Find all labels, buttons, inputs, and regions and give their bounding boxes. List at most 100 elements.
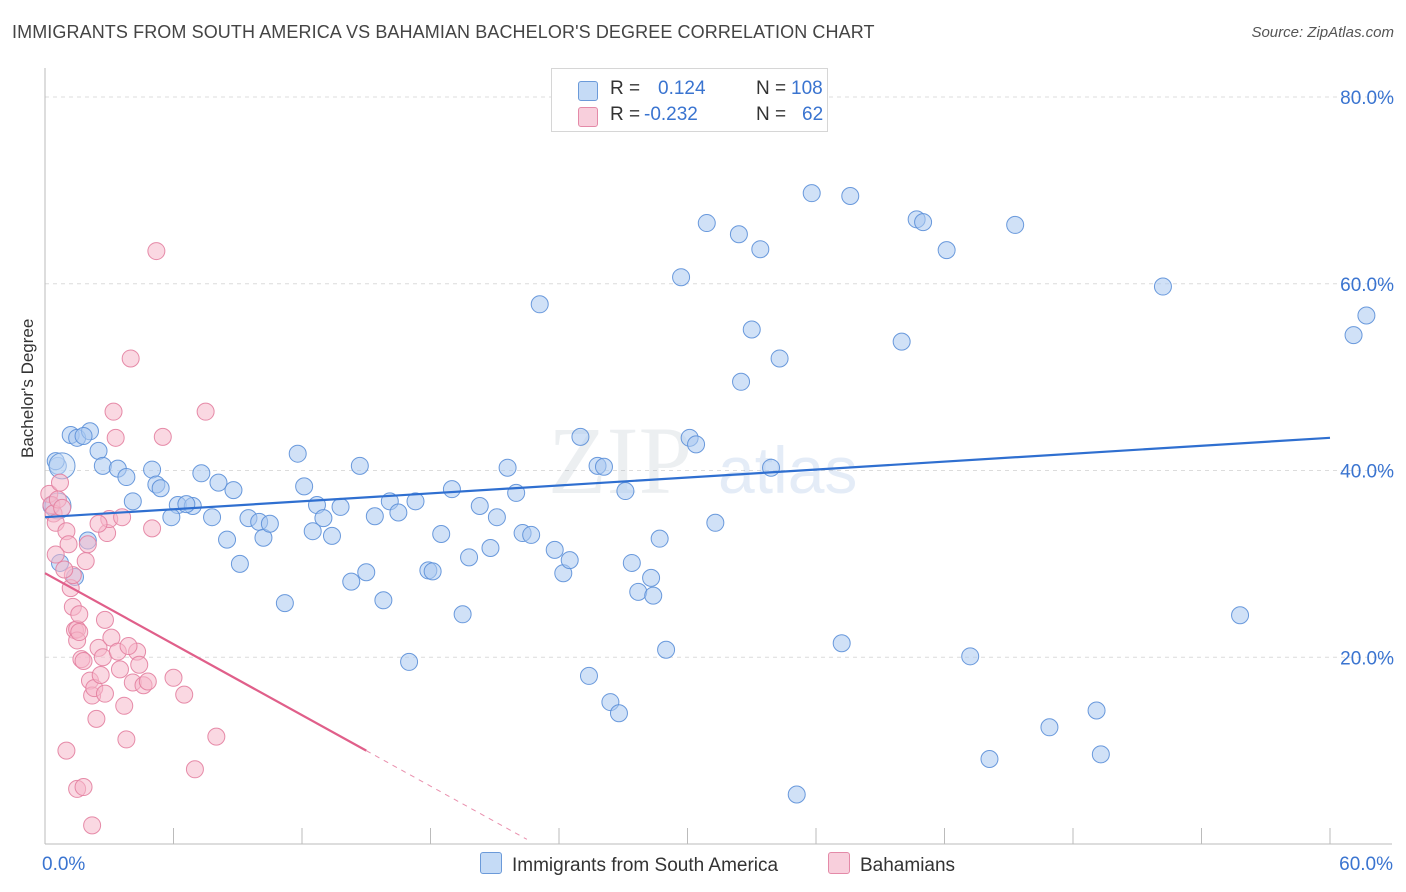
legend-n-label: N =: [756, 104, 787, 125]
point-south-america: [275, 594, 294, 613]
point-south-america: [732, 372, 751, 391]
legend-swatch-pink: [578, 107, 598, 127]
legend-n-label: N =: [756, 78, 787, 99]
point-bahamians: [74, 778, 93, 797]
bottom-legend-south-america: Immigrants from South America: [480, 852, 778, 877]
legend-r-value: 0.124: [658, 78, 706, 99]
watermark: ZIP atlas: [548, 407, 857, 514]
grid-lines: [45, 96, 1392, 658]
bottom-legend-bahamians: Bahamians: [828, 852, 955, 877]
point-bahamians: [143, 519, 162, 538]
point-south-america: [980, 750, 999, 769]
point-bahamians: [76, 552, 95, 571]
point-south-america: [672, 268, 691, 287]
point-south-america: [594, 457, 613, 476]
bottom-legend-label: Immigrants from South America: [512, 855, 779, 876]
point-bahamians: [93, 648, 112, 667]
bottom-legend-swatch-pink: [828, 852, 850, 874]
x-tick-labels: 0.0% 60.0%: [42, 854, 1393, 875]
point-bahamians: [121, 349, 140, 368]
point-south-america: [697, 214, 716, 233]
point-south-america: [742, 320, 761, 339]
point-south-america: [650, 529, 669, 548]
point-bahamians: [95, 684, 114, 703]
point-south-america: [657, 640, 676, 659]
point-south-america: [937, 241, 956, 260]
legend-r-label: R =: [610, 78, 641, 99]
point-south-america: [832, 634, 851, 653]
point-bahamians: [147, 242, 166, 261]
x-tick-label-min: 0.0%: [42, 854, 85, 875]
point-south-america: [609, 704, 628, 723]
point-south-america: [616, 482, 635, 501]
point-bahamians: [130, 655, 149, 674]
point-bahamians: [78, 535, 97, 554]
point-south-america: [209, 473, 228, 492]
trend-line-bahamians-extension: [366, 750, 528, 840]
point-south-america: [288, 444, 307, 463]
point-bahamians: [115, 696, 134, 715]
point-south-america: [961, 647, 980, 666]
point-bahamians: [95, 610, 114, 629]
point-south-america: [841, 186, 860, 205]
axis-ticks: [44, 828, 1331, 844]
point-bahamians: [70, 605, 89, 624]
point-south-america: [751, 240, 770, 259]
y-tick-label: 60.0%: [1340, 275, 1394, 296]
point-south-america: [374, 591, 393, 610]
point-south-america: [892, 332, 911, 351]
axes: [44, 68, 1392, 845]
point-south-america: [453, 605, 472, 624]
y-axis-label: Bachelor's Degree: [18, 318, 37, 458]
trend-lines: [44, 436, 1331, 840]
point-south-america: [342, 572, 361, 591]
point-bahamians: [117, 730, 136, 749]
correlation-legend: R = 0.124 N = 108 R = -0.232 N = 62: [551, 68, 828, 132]
point-bahamians: [46, 545, 65, 564]
point-south-america: [93, 456, 112, 475]
point-south-america: [1040, 718, 1059, 737]
point-south-america: [1153, 277, 1172, 296]
point-bahamians: [55, 560, 74, 579]
point-south-america: [1344, 326, 1363, 345]
point-south-america: [545, 540, 564, 559]
legend-swatch-blue: [578, 81, 598, 101]
point-bahamians: [164, 668, 183, 687]
point-south-america: [123, 492, 142, 511]
legend-r-value: -0.232: [644, 104, 698, 125]
point-bahamians: [53, 498, 72, 517]
point-south-america: [432, 524, 451, 543]
point-south-america: [571, 427, 590, 446]
point-bahamians: [110, 660, 129, 679]
source-note: Source: ZipAtlas.com: [1251, 24, 1394, 41]
point-bahamians: [87, 709, 106, 728]
point-south-america: [522, 525, 541, 544]
y-tick-labels: 20.0% 40.0% 60.0% 80.0%: [1340, 88, 1394, 669]
trend-line-bahamians: [44, 572, 367, 752]
point-south-america: [1006, 215, 1025, 234]
point-south-america: [303, 522, 322, 541]
point-south-america: [192, 464, 211, 483]
point-bahamians: [185, 760, 204, 779]
point-south-america: [770, 349, 789, 368]
point-south-america: [1357, 306, 1376, 325]
point-south-america: [1087, 701, 1106, 720]
point-south-america: [802, 184, 821, 203]
point-south-america: [89, 441, 108, 460]
point-south-america: [400, 652, 419, 671]
watermark-atlas: atlas: [718, 433, 857, 507]
point-south-america: [560, 551, 579, 570]
point-south-america: [365, 507, 384, 526]
point-south-america: [530, 295, 549, 314]
point-bahamians: [153, 427, 172, 446]
point-south-america: [579, 666, 598, 685]
chart-title: IMMIGRANTS FROM SOUTH AMERICA VS BAHAMIA…: [12, 22, 875, 42]
point-south-america: [151, 479, 170, 498]
point-bahamians: [91, 665, 110, 684]
point-south-america: [295, 477, 314, 496]
point-bahamians: [138, 672, 157, 691]
point-bahamians: [207, 727, 226, 746]
legend-n-value: 108: [791, 78, 823, 99]
point-south-america: [481, 539, 500, 558]
